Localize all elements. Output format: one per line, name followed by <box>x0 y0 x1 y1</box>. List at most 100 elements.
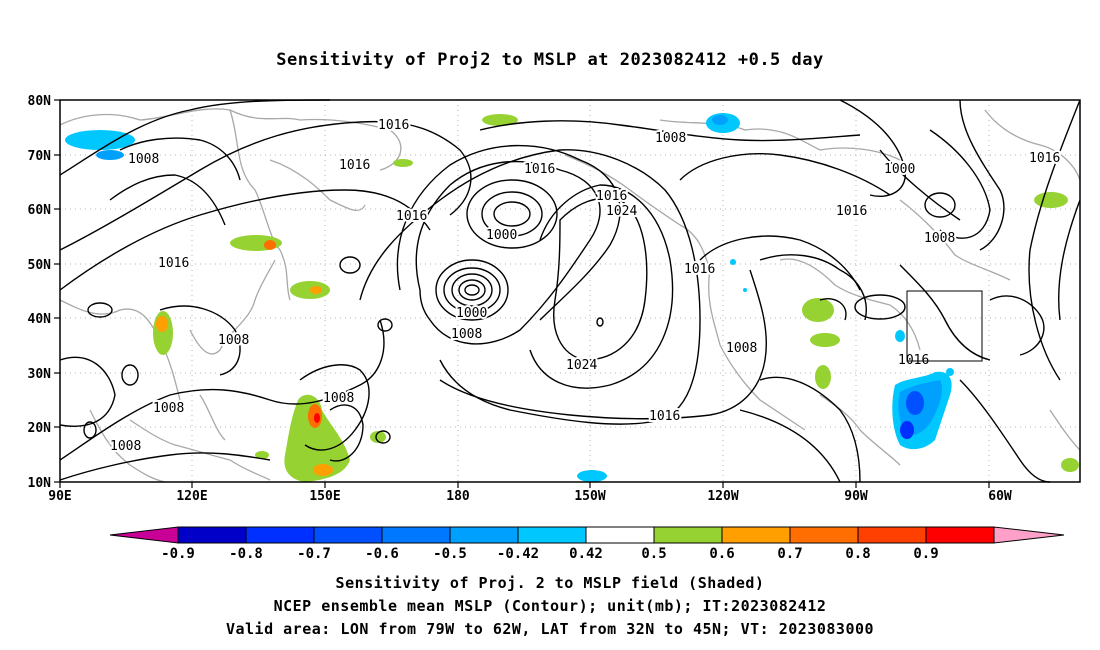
colorbar-tick-label: 0.42 <box>569 546 603 562</box>
positive-shading-blob <box>310 286 322 294</box>
colorbar-tick-label: 0.6 <box>709 546 734 562</box>
contour-label: 1016 <box>596 189 627 204</box>
lon-tick-label: 90E <box>48 489 71 504</box>
lon-tick-label: 120W <box>707 489 738 504</box>
colorbar-swatch <box>381 526 451 544</box>
colorbar-tick-label: -0.8 <box>229 546 263 562</box>
contour-label: 1000 <box>884 162 915 177</box>
contour-label: 1016 <box>684 262 715 277</box>
positive-shading-blob <box>314 413 320 423</box>
contour-label: 1016 <box>339 158 370 173</box>
contour-label: 1016 <box>378 118 409 133</box>
positive-shading-blob <box>802 298 834 322</box>
contour-label: 1008 <box>110 439 141 454</box>
contour-label: 1008 <box>323 391 354 406</box>
positive-shading-blob <box>1061 458 1079 472</box>
positive-shading-blob <box>313 464 333 476</box>
colorbar-low-end <box>109 526 179 544</box>
positive-shading-blob <box>264 240 276 250</box>
negative-shading-blob <box>96 150 124 160</box>
colorbar-swatch <box>721 526 791 544</box>
lat-tick-label: 50N <box>28 258 52 273</box>
colorbar-swatch <box>789 526 859 544</box>
lon-tick-label: 60W <box>988 489 1012 504</box>
negative-shading-blob <box>946 368 954 376</box>
colorbar-tick-label: -0.9 <box>161 546 195 562</box>
positive-shading-blob <box>810 333 840 347</box>
contour-label: 1008 <box>153 401 184 416</box>
colorbar-tick-label: -0.5 <box>433 546 467 562</box>
lat-tick-label: 60N <box>28 203 52 218</box>
contour-label: 1008 <box>655 131 686 146</box>
negative-shading-blob <box>895 330 905 342</box>
colorbar-swatch <box>585 526 655 544</box>
colorbar-tick-label: 0.9 <box>913 546 938 562</box>
lat-tick-label: 70N <box>28 149 52 164</box>
negative-shading-blob <box>577 470 607 482</box>
colorbar-swatch <box>177 526 247 544</box>
lon-tick-label: 90W <box>844 489 868 504</box>
colorbar-swatch <box>925 526 995 544</box>
contour-label: 1016 <box>836 204 867 219</box>
contour-label: 1008 <box>924 231 955 246</box>
lon-tick-label: 150E <box>309 489 340 504</box>
negative-shading-blob <box>65 130 135 150</box>
positive-shading-blob <box>255 451 269 459</box>
lat-tick-label: 20N <box>28 421 52 436</box>
negative-shading-blob <box>730 259 736 265</box>
positive-shading-blob <box>370 431 386 443</box>
contour-label: 1024 <box>606 204 637 219</box>
contour-label: 1008 <box>726 341 757 356</box>
lat-tick-label: 10N <box>28 476 52 491</box>
colorbar-tick-label: -0.7 <box>297 546 331 562</box>
negative-shading-blob <box>900 421 914 439</box>
contour-label: 1024 <box>566 358 597 373</box>
caption-valid-area: Valid area: LON from 79W to 62W, LAT fro… <box>225 620 875 638</box>
negative-shading-blob <box>743 288 747 292</box>
positive-shading-blob <box>815 365 831 389</box>
positive-shading-blob <box>156 316 168 332</box>
lat-axis: 80N 70N 60N 50N 40N 30N 20N 10N <box>28 94 52 491</box>
positive-shading-blob <box>1034 192 1068 208</box>
lat-tick-label: 40N <box>28 312 52 327</box>
contour-labels: 1016 1008 1016 1016 1016 1016 1008 1000 … <box>108 116 1062 456</box>
contour-label: 1008 <box>451 327 482 342</box>
axis-ticks <box>54 99 990 488</box>
contour-label: 1000 <box>456 306 487 321</box>
lon-axis: 90E 120E 150E 180 150W 120W 90W 60W <box>48 489 1012 504</box>
contour-label: 1016 <box>524 162 555 177</box>
colorbar-swatch <box>313 526 383 544</box>
lat-tick-label: 30N <box>28 367 52 382</box>
contour-label: 1016 <box>158 256 189 271</box>
lon-tick-label: 150W <box>574 489 605 504</box>
colorbar-tick-label: -0.42 <box>497 546 539 562</box>
positive-shading-blob <box>482 114 518 126</box>
colorbar-swatch <box>245 526 315 544</box>
colorbar-tick-label: -0.6 <box>365 546 399 562</box>
colorbar-tick-label: 0.8 <box>845 546 870 562</box>
colorbar-tick-label: 0.5 <box>641 546 666 562</box>
sensitivity-shading <box>65 113 1079 482</box>
colorbar-swatch <box>857 526 927 544</box>
contour-label: 1008 <box>218 333 249 348</box>
contour-label: 1008 <box>128 152 159 167</box>
lat-tick-label: 80N <box>28 94 52 109</box>
contour-label: 1016 <box>1029 151 1060 166</box>
caption-contour: NCEP ensemble mean MSLP (Contour); unit(… <box>273 597 827 615</box>
colorbar-swatch <box>449 526 519 544</box>
negative-shading-blob <box>906 391 924 415</box>
colorbar-tick-label: 0.7 <box>777 546 802 562</box>
lon-tick-label: 180 <box>446 489 470 504</box>
positive-shading-blob <box>393 159 413 167</box>
map-title: Sensitivity of Proj2 to MSLP at 20230824… <box>276 50 824 70</box>
map-frame <box>59 99 1081 483</box>
colorbar-swatch <box>517 526 587 544</box>
contour-label: 1016 <box>396 209 427 224</box>
colorbar-swatch <box>653 526 723 544</box>
colorbar: -0.9 -0.8 -0.7 -0.6 -0.5 -0.42 0.42 0.5 0.6 0.7 0.… <box>109 526 1065 562</box>
contour-label: 1016 <box>649 409 680 424</box>
lon-tick-label: 120E <box>176 489 207 504</box>
caption-shading: Sensitivity of Proj. 2 to MSLP field (Sh… <box>335 574 765 592</box>
valid-area-box <box>906 290 983 362</box>
